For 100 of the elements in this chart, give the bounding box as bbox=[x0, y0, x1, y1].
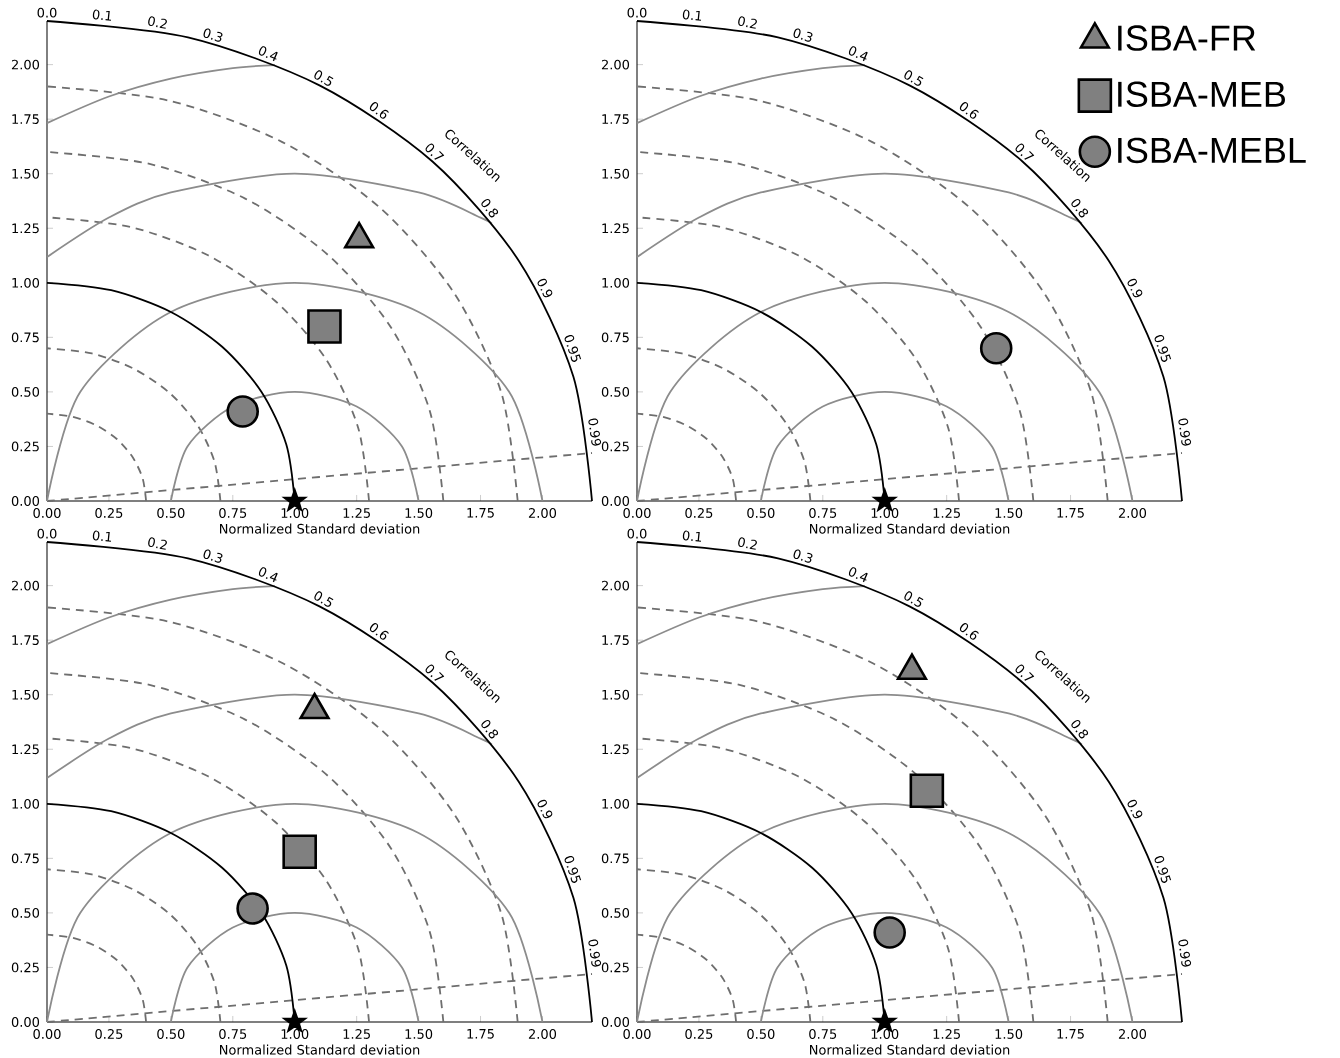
annotation: 0.3 bbox=[203, 28, 223, 42]
y-tick-label: 1.75 bbox=[602, 635, 629, 645]
x-tick-label: 1.50 bbox=[405, 508, 433, 518]
annotation: 0.3 bbox=[203, 549, 223, 563]
x-tick-label: 0.50 bbox=[157, 508, 185, 518]
y-tick-label: 0.25 bbox=[11, 441, 39, 452]
annotation: 0.1 bbox=[682, 530, 702, 542]
x-tick-label: 1.00 bbox=[281, 508, 309, 518]
y-tick-label: 0.00 bbox=[601, 496, 630, 506]
annotation: 0.99 bbox=[588, 418, 602, 446]
annotation: 0.4 bbox=[848, 46, 868, 62]
y-tick-label: 0.75 bbox=[601, 332, 629, 343]
point bbox=[343, 221, 375, 249]
y-tick-label: 1.25 bbox=[12, 744, 39, 755]
x-axis-title: Normalized Standard deviation bbox=[810, 1044, 1010, 1055]
y-tick-label: 0.25 bbox=[601, 441, 629, 452]
x-axis-title: Normalized Standard deviation bbox=[810, 523, 1010, 534]
legend-label: ISBA-FR bbox=[1118, 25, 1256, 51]
annotation: 0.9 bbox=[1127, 278, 1143, 298]
y-tick-label: 0.00 bbox=[11, 1017, 40, 1027]
x-axis-title: Normalized Standard deviation bbox=[220, 523, 420, 534]
annotation: 0.1 bbox=[92, 530, 112, 542]
annotation: 0.6 bbox=[959, 102, 979, 119]
annotation: 0.0 bbox=[627, 7, 647, 18]
annotation: 0.5 bbox=[314, 591, 334, 607]
annotation: 0.95 bbox=[1154, 335, 1172, 362]
annotation: 0.6 bbox=[959, 623, 979, 640]
annotation: 0.95 bbox=[1154, 856, 1172, 883]
x-tick-label: 0.50 bbox=[157, 1029, 185, 1039]
annotation: 0.6 bbox=[369, 102, 389, 119]
legend-label: ISBA-MEB bbox=[1118, 81, 1285, 107]
x-tick-label: 1.50 bbox=[405, 1029, 433, 1039]
x-tick-label: 0.00 bbox=[33, 1029, 61, 1039]
annotation: 0.8 bbox=[481, 198, 499, 218]
y-tick-label: 1.75 bbox=[12, 635, 39, 645]
point bbox=[299, 692, 330, 720]
x-tick-label: 0.00 bbox=[623, 1029, 651, 1039]
annotation: 0.7 bbox=[1015, 664, 1035, 681]
y-tick-label: 1.25 bbox=[602, 744, 629, 755]
annotation: 0.95 bbox=[564, 856, 582, 883]
x-tick-label: 2.00 bbox=[1118, 508, 1147, 518]
annotation: 0.9 bbox=[1127, 799, 1143, 819]
annotation: 0.4 bbox=[258, 46, 278, 62]
annotation: 0.3 bbox=[793, 28, 813, 42]
y-tick-label: 1.25 bbox=[12, 223, 39, 234]
annotation: 0.5 bbox=[904, 591, 924, 607]
x-tick-label: 0.75 bbox=[809, 508, 837, 518]
y-tick-label: 0.25 bbox=[601, 962, 629, 973]
y-tick-label: 0.50 bbox=[601, 387, 630, 397]
annotation: 0.8 bbox=[1071, 719, 1089, 739]
annotation: 0.2 bbox=[148, 537, 167, 550]
y-tick-label: 1.50 bbox=[602, 689, 630, 700]
annotation: 0.1 bbox=[92, 9, 112, 21]
x-tick-label: 1.50 bbox=[995, 1029, 1023, 1039]
annotation: 0.2 bbox=[738, 16, 757, 29]
y-tick-label: 0.75 bbox=[11, 332, 39, 343]
legend-label: ISBA-MEBL bbox=[1118, 137, 1306, 164]
annotation: 0.7 bbox=[425, 143, 445, 160]
y-tick-label: 0.75 bbox=[601, 853, 629, 864]
x-tick-label: 1.25 bbox=[343, 1029, 370, 1039]
x-tick-label: 0.00 bbox=[33, 508, 61, 518]
y-tick-label: 1.25 bbox=[602, 223, 629, 234]
x-tick-label: 2.00 bbox=[528, 1029, 557, 1039]
annotation: 0.7 bbox=[1015, 143, 1035, 160]
annotation: 0.3 bbox=[793, 549, 813, 563]
x-tick-label: 1.00 bbox=[281, 1029, 309, 1039]
x-tick-label: 1.75 bbox=[1057, 1029, 1084, 1039]
y-tick-label: 0.50 bbox=[11, 908, 40, 918]
y-tick-label: 1.75 bbox=[602, 114, 629, 124]
x-tick-label: 0.50 bbox=[747, 508, 775, 518]
x-tick-label: 2.00 bbox=[1118, 1029, 1147, 1039]
annotation: 0.7 bbox=[425, 664, 445, 681]
x-tick-label: 0.00 bbox=[623, 508, 651, 518]
x-tick-label: 1.00 bbox=[871, 508, 899, 518]
annotation: 0.0 bbox=[627, 528, 647, 539]
y-tick-label: 0.25 bbox=[11, 962, 39, 973]
annotation: 0.4 bbox=[258, 567, 278, 583]
annotation: 0.0 bbox=[37, 7, 57, 18]
annotation: 0.6 bbox=[369, 623, 389, 640]
y-tick-label: 0.00 bbox=[11, 496, 40, 506]
x-tick-label: 2.00 bbox=[528, 508, 557, 518]
y-tick-label: 1.00 bbox=[12, 277, 40, 288]
y-tick-label: 0.75 bbox=[11, 853, 39, 864]
annotation: 0.99 bbox=[1178, 939, 1192, 967]
annotation: 0.95 bbox=[564, 335, 582, 362]
x-tick-label: 1.75 bbox=[467, 508, 494, 518]
x-tick-label: 0.50 bbox=[747, 1029, 775, 1039]
x-tick-label: 0.25 bbox=[95, 508, 123, 518]
annotation: 0.9 bbox=[537, 799, 553, 819]
x-tick-label: 1.25 bbox=[343, 508, 370, 518]
x-tick-label: 1.50 bbox=[995, 508, 1023, 518]
y-tick-label: 1.00 bbox=[602, 277, 630, 288]
annotation: 0.9 bbox=[537, 278, 553, 298]
point bbox=[236, 892, 269, 925]
annotation: 0.99 bbox=[588, 939, 602, 967]
x-tick-label: 0.25 bbox=[685, 1029, 713, 1039]
point bbox=[226, 395, 260, 428]
x-axis-title: Normalized Standard deviation bbox=[220, 1044, 420, 1055]
y-tick-label: 1.75 bbox=[12, 114, 39, 124]
x-tick-label: 1.25 bbox=[933, 508, 960, 518]
